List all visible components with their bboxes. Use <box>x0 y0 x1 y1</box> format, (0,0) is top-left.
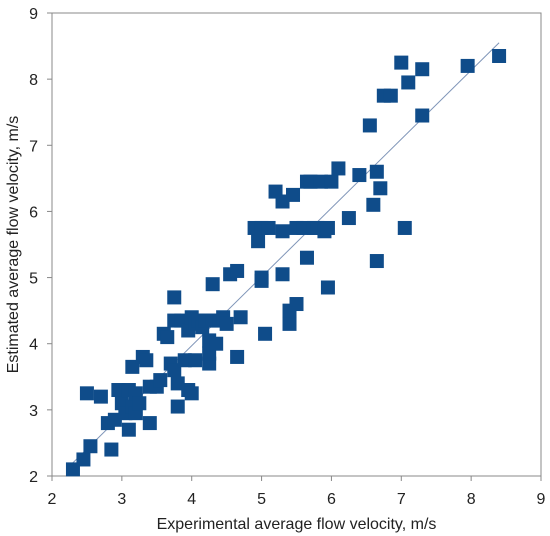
data-point <box>160 330 175 345</box>
x-tick-label: 8 <box>467 491 476 508</box>
x-tick-label: 7 <box>397 491 406 508</box>
data-point <box>492 48 507 63</box>
data-point <box>324 174 339 189</box>
data-point <box>93 389 108 404</box>
y-axis-ticks: 2 3 4 5 6 7 8 9 <box>29 6 52 486</box>
data-point <box>289 297 304 312</box>
data-point <box>286 187 301 202</box>
data-point <box>219 316 234 331</box>
data-point <box>230 349 245 364</box>
data-point <box>415 62 430 77</box>
data-point <box>258 326 273 341</box>
data-point <box>230 263 245 278</box>
data-point <box>394 55 409 70</box>
data-point <box>320 280 335 295</box>
plot-frame <box>51 12 542 477</box>
data-point <box>251 234 266 249</box>
y-tick-label: 9 <box>29 6 38 23</box>
data-point <box>167 290 182 305</box>
data-point <box>362 118 377 133</box>
data-point <box>76 452 91 467</box>
data-point <box>132 396 147 411</box>
data-point <box>331 161 346 176</box>
data-point <box>205 277 220 292</box>
y-tick-label: 6 <box>29 204 38 221</box>
data-point <box>121 422 136 437</box>
plot-area-border <box>51 12 542 477</box>
data-point <box>366 197 381 212</box>
data-point <box>153 373 168 388</box>
data-point <box>275 224 290 239</box>
y-axis-title: Estimated average flow velocity, m/s <box>5 116 22 374</box>
data-point <box>139 353 154 368</box>
x-tick-label: 2 <box>48 491 57 508</box>
data-point <box>383 88 398 103</box>
data-point <box>299 250 314 265</box>
data-point <box>83 439 98 454</box>
data-point <box>209 336 224 351</box>
data-point <box>369 254 384 269</box>
y-tick-label: 4 <box>29 337 38 354</box>
data-point <box>104 442 119 457</box>
data-points <box>65 48 507 477</box>
data-point <box>320 220 335 235</box>
data-point <box>233 310 248 325</box>
y-tick-label: 7 <box>29 138 38 155</box>
data-point <box>369 164 384 179</box>
y-tick-label: 2 <box>29 469 38 486</box>
data-point <box>275 267 290 282</box>
y-tick-label: 8 <box>29 72 38 89</box>
data-point <box>261 220 276 235</box>
data-point <box>460 58 475 73</box>
x-tick-label: 4 <box>187 491 196 508</box>
x-tick-label: 9 <box>537 491 546 508</box>
data-point <box>79 386 94 401</box>
data-point <box>397 220 412 235</box>
data-point <box>415 108 430 123</box>
data-point <box>401 75 416 90</box>
data-point <box>142 416 157 431</box>
x-tick-label: 6 <box>327 491 336 508</box>
x-axis-ticks: 2 3 4 5 6 7 8 9 <box>48 476 546 508</box>
x-axis-title: Experimental average flow velocity, m/s <box>157 516 437 533</box>
data-point <box>282 316 297 331</box>
data-point <box>352 168 367 183</box>
y-tick-label: 3 <box>29 403 38 420</box>
data-point <box>254 273 269 288</box>
x-tick-label: 5 <box>257 491 266 508</box>
y-tick-label: 5 <box>29 271 38 288</box>
data-point <box>188 353 203 368</box>
data-point <box>373 181 388 196</box>
data-point <box>341 211 356 226</box>
x-tick-label: 3 <box>117 491 126 508</box>
data-point <box>170 399 185 414</box>
data-point <box>184 386 199 401</box>
